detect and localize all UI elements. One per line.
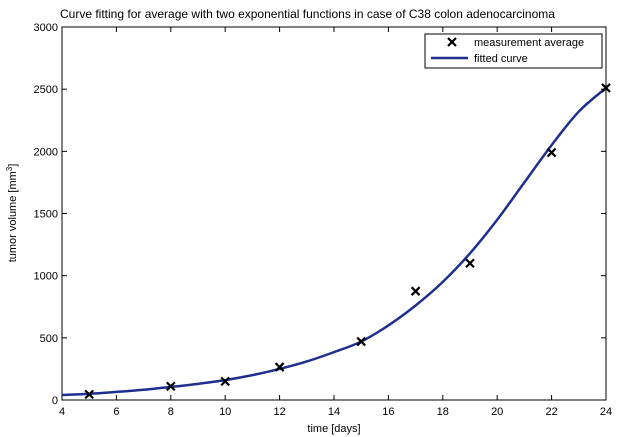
- data-point-measurement: [356, 336, 366, 347]
- data-point-measurement: [546, 147, 557, 158]
- x-tick-label: 10: [219, 406, 231, 418]
- x-tick-label: 4: [59, 406, 65, 418]
- y-tick-label: 500: [40, 333, 58, 345]
- y-tick-label: 1500: [34, 209, 58, 221]
- legend-label-measurement: measurement average: [474, 37, 584, 49]
- x-tick-label: 16: [382, 406, 394, 418]
- series-line-fitted-curve: [61, 86, 607, 397]
- legend-marker-measurement: [447, 37, 457, 47]
- plot-area: [61, 26, 607, 401]
- x-tick-label: 20: [491, 406, 503, 418]
- x-axis-label: time [days]: [307, 423, 360, 435]
- y-axis-label: tumor volume [mm3]: [5, 164, 20, 263]
- y-tick-label: 2000: [34, 146, 58, 158]
- legend-box: [424, 33, 603, 69]
- y-tick-label: 3000: [34, 22, 58, 34]
- x-tick-label: 6: [113, 406, 119, 418]
- legend-label-fitted: fitted curve: [474, 53, 528, 65]
- chart-title: Curve fitting for average with two expon…: [60, 7, 555, 21]
- y-axis-ticks: 0 500 1000 1500 2000 2500 3000: [34, 22, 606, 407]
- y-tick-label: 2500: [34, 84, 58, 96]
- x-axis-ticks: 4 6 8 10 12 14 16 18 20 22 24: [59, 27, 612, 418]
- data-point-measurement: [601, 83, 611, 93]
- y-tick-label: 1000: [34, 271, 58, 283]
- data-point-measurement: [410, 286, 421, 296]
- x-tick-label: 14: [328, 406, 340, 418]
- x-tick-label: 18: [437, 406, 449, 418]
- data-point-measurement: [274, 362, 285, 372]
- legend: measurement average fitted curve: [424, 33, 603, 69]
- y-tick-label: 0: [52, 395, 58, 407]
- y-axis-label-sup: 3: [5, 166, 14, 171]
- data-point-measurement: [220, 376, 230, 387]
- series-layer: [61, 83, 611, 400]
- x-tick-label: 8: [168, 406, 174, 418]
- x-tick-label: 22: [545, 406, 557, 418]
- x-tick-label: 24: [600, 406, 612, 418]
- data-point-measurement: [166, 381, 176, 392]
- data-point-measurement: [84, 389, 94, 400]
- data-point-measurement: [465, 258, 475, 269]
- y-axis-label-close: ]: [7, 164, 19, 167]
- y-axis-label-text: tumor volume [mm: [7, 171, 19, 262]
- x-tick-label: 12: [273, 406, 285, 418]
